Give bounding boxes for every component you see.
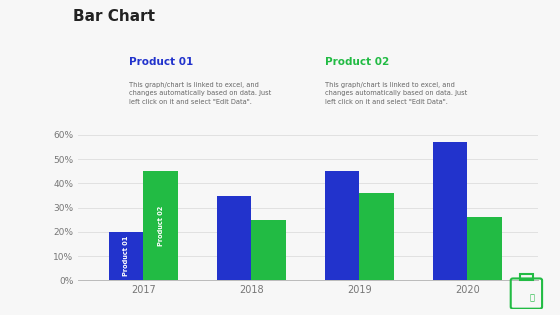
Text: Product 01: Product 01 [129,57,193,67]
Bar [433,142,468,280]
Text: ⬛: ⬛ [530,293,535,302]
Bar [360,193,394,280]
Bar [468,217,502,280]
Bar [217,196,251,280]
Text: Bar Chart: Bar Chart [73,9,155,25]
Bar [520,273,533,280]
Bar [251,220,286,280]
Text: This graph/chart is linked to excel, and
changes automatically based on data. Ju: This graph/chart is linked to excel, and… [129,82,271,105]
Bar [109,232,143,280]
Bar [143,171,178,280]
Text: This graph/chart is linked to excel, and
changes automatically based on data. Ju: This graph/chart is linked to excel, and… [325,82,467,105]
Text: Product 02: Product 02 [157,206,164,246]
Bar [325,171,360,280]
Text: Product 01: Product 01 [123,236,129,276]
Text: Product 02: Product 02 [325,57,389,67]
